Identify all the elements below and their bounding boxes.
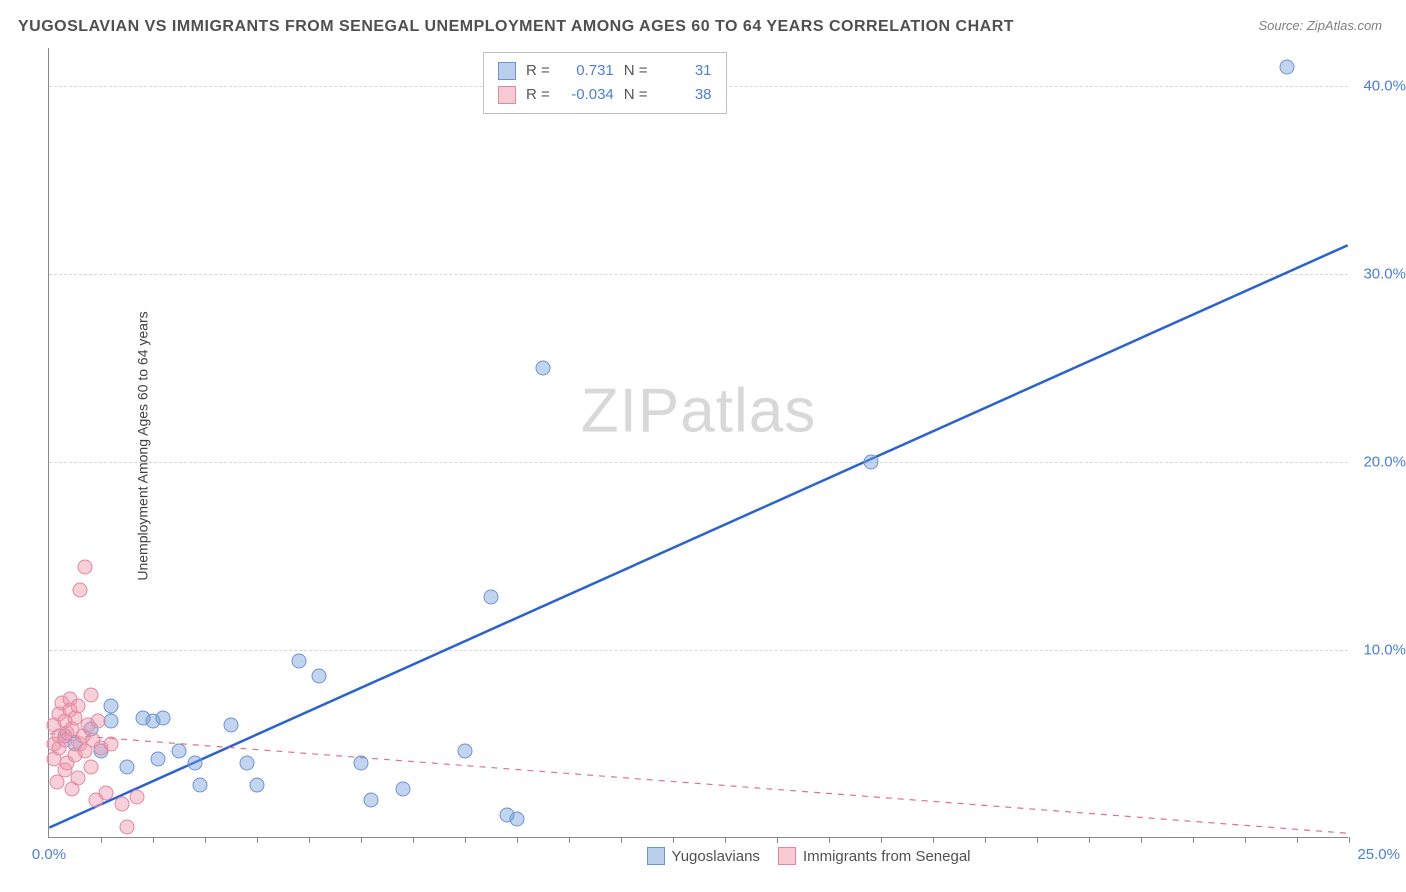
y-tick-label: 20.0% (1363, 453, 1406, 470)
trend-lines (49, 48, 1348, 837)
x-tick-mark (101, 837, 102, 843)
x-tick-mark (309, 837, 310, 843)
gridline-h (49, 650, 1348, 651)
x-tick-mark (517, 837, 518, 843)
legend-label: Immigrants from Senegal (803, 848, 971, 865)
data-point (312, 669, 327, 684)
n-value: 38 (658, 83, 712, 107)
x-tick-mark (569, 837, 570, 843)
x-tick-mark (1349, 837, 1350, 843)
data-point (172, 744, 187, 759)
correlation-legend: R = 0.731 N = 31 R = -0.034 N = 38 (483, 52, 727, 114)
x-tick-mark (1297, 837, 1298, 843)
x-tick-mark (361, 837, 362, 843)
r-label: R = (526, 59, 550, 83)
watermark: ZIPatlas (581, 375, 816, 446)
swatch-blue (647, 847, 665, 865)
swatch-blue (498, 62, 516, 80)
x-tick-mark (257, 837, 258, 843)
series-legend: Yugoslavians Immigrants from Senegal (647, 847, 971, 865)
data-point (187, 755, 202, 770)
data-point (114, 797, 129, 812)
data-point (354, 755, 369, 770)
data-point (120, 759, 135, 774)
x-tick-mark (413, 837, 414, 843)
data-point (192, 778, 207, 793)
data-point (130, 789, 145, 804)
legend-label: Yugoslavians (672, 848, 760, 865)
n-label: N = (624, 83, 648, 107)
data-point (91, 714, 106, 729)
data-point (510, 812, 525, 827)
data-point (104, 736, 119, 751)
n-label: N = (624, 59, 648, 83)
data-point (484, 590, 499, 605)
trend-line (49, 245, 1347, 827)
data-point (120, 819, 135, 834)
x-tick-mark (1193, 837, 1194, 843)
data-point (151, 752, 166, 767)
data-point (99, 785, 114, 800)
legend-item-senegal: Immigrants from Senegal (778, 847, 971, 865)
data-point (1279, 59, 1294, 74)
y-tick-label: 10.0% (1363, 641, 1406, 658)
x-tick-mark (933, 837, 934, 843)
x-tick-mark (153, 837, 154, 843)
r-value: 0.731 (560, 59, 614, 83)
x-tick-mark (1245, 837, 1246, 843)
x-tick-mark (465, 837, 466, 843)
x-tick-mark (673, 837, 674, 843)
data-point (250, 778, 265, 793)
x-tick-label: 25.0% (1357, 846, 1400, 863)
gridline-h (49, 462, 1348, 463)
x-tick-mark (881, 837, 882, 843)
y-tick-label: 40.0% (1363, 77, 1406, 94)
swatch-pink (498, 86, 516, 104)
data-point (536, 360, 551, 375)
data-point (73, 582, 88, 597)
data-point (78, 560, 93, 575)
data-point (104, 714, 119, 729)
x-tick-mark (1141, 837, 1142, 843)
r-label: R = (526, 83, 550, 107)
data-point (83, 688, 98, 703)
data-point (70, 699, 85, 714)
x-tick-label: 0.0% (32, 846, 66, 863)
data-point (863, 454, 878, 469)
y-tick-label: 30.0% (1363, 265, 1406, 282)
data-point (291, 654, 306, 669)
r-value: -0.034 (560, 83, 614, 107)
data-point (224, 718, 239, 733)
x-tick-mark (985, 837, 986, 843)
x-tick-mark (777, 837, 778, 843)
data-point (239, 755, 254, 770)
x-tick-mark (205, 837, 206, 843)
data-point (156, 710, 171, 725)
source-attribution: Source: ZipAtlas.com (1258, 18, 1382, 33)
chart-title: YUGOSLAVIAN VS IMMIGRANTS FROM SENEGAL U… (18, 18, 1014, 36)
data-point (395, 782, 410, 797)
x-tick-mark (725, 837, 726, 843)
x-tick-mark (829, 837, 830, 843)
gridline-h (49, 274, 1348, 275)
data-point (458, 744, 473, 759)
data-point (364, 793, 379, 808)
data-point (104, 699, 119, 714)
legend-row-pink: R = -0.034 N = 38 (498, 83, 712, 107)
x-tick-mark (1037, 837, 1038, 843)
data-point (70, 770, 85, 785)
legend-item-yugoslavians: Yugoslavians (647, 847, 760, 865)
x-tick-mark (621, 837, 622, 843)
swatch-pink (778, 847, 796, 865)
trend-line (49, 734, 1347, 834)
data-point (83, 759, 98, 774)
x-tick-mark (1089, 837, 1090, 843)
legend-row-blue: R = 0.731 N = 31 (498, 59, 712, 83)
scatter-plot-area: ZIPatlas R = 0.731 N = 31 R = -0.034 N =… (48, 48, 1348, 838)
n-value: 31 (658, 59, 712, 83)
